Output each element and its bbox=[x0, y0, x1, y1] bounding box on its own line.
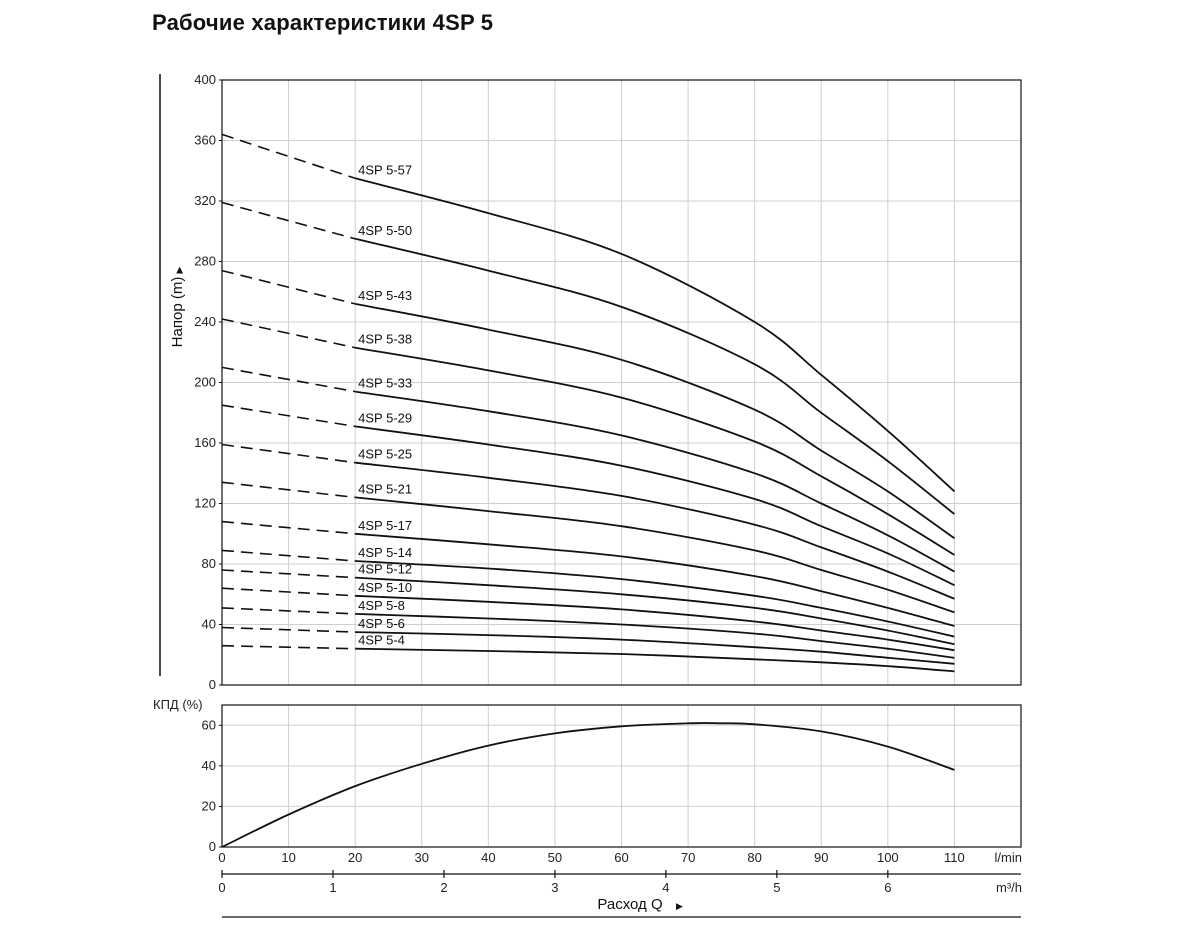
x-tick-label-lmin: 90 bbox=[814, 850, 828, 865]
x-axis-arrow-icon: ▶ bbox=[676, 901, 683, 911]
head-curve bbox=[355, 425, 955, 587]
efficiency-y-tick-label: 20 bbox=[202, 798, 216, 813]
head-curve bbox=[355, 390, 955, 573]
head-chart-curve-labels: 4SP 5-57 4SP 5-50 4SP 5-43 4SP 5-38 4SP 5-33… bbox=[358, 162, 412, 647]
head-curve bbox=[355, 631, 955, 665]
head-curve-dashed bbox=[221, 201, 356, 240]
efficiency-chart-curve bbox=[221, 722, 955, 848]
head-y-tick-label: 40 bbox=[202, 617, 216, 632]
x-unit-lmin: l/min bbox=[995, 850, 1022, 865]
x-tick-label-lmin: 10 bbox=[281, 850, 295, 865]
head-y-tick-label: 0 bbox=[209, 677, 216, 692]
head-curve bbox=[355, 303, 955, 540]
head-curve-label: 4SP 5-25 bbox=[358, 447, 412, 462]
x-tick-label-m3h: 2 bbox=[440, 880, 447, 895]
head-y-tick-label: 360 bbox=[194, 133, 216, 148]
head-curve-dashed bbox=[221, 481, 356, 499]
head-curve-label: 4SP 5-38 bbox=[358, 332, 412, 347]
x-tick-label-m3h: 6 bbox=[884, 880, 891, 895]
head-y-tick-label: 80 bbox=[202, 556, 216, 571]
efficiency-y-tick-label: 0 bbox=[209, 839, 216, 854]
head-y-tick-label: 280 bbox=[194, 254, 216, 269]
head-curve-dashed bbox=[221, 520, 356, 535]
x-tick-label-m3h: 4 bbox=[662, 880, 669, 895]
x-tick-label-lmin: 110 bbox=[944, 850, 965, 865]
head-curve-label: 4SP 5-43 bbox=[358, 288, 412, 303]
head-curve-label: 4SP 5-4 bbox=[358, 633, 405, 648]
head-curve-dashed bbox=[221, 587, 356, 597]
head-curve-label: 4SP 5-12 bbox=[358, 562, 412, 577]
head-curve bbox=[355, 560, 955, 638]
x-tick-label-m3h: 0 bbox=[218, 880, 225, 895]
x-tick-label-lmin: 50 bbox=[548, 850, 562, 865]
efficiency-plot-frame bbox=[221, 704, 1022, 848]
x-axis-label: Расход Q bbox=[597, 896, 662, 913]
head-curve-label: 4SP 5-33 bbox=[358, 376, 412, 391]
head-curve-label: 4SP 5-6 bbox=[358, 616, 405, 631]
efficiency-chart-ticks: 0 20 40 60 0 10 20 30 40 50 60 70 80 90 100 110 bbox=[202, 717, 965, 865]
efficiency-y-tick-label: 40 bbox=[202, 758, 216, 773]
head-y-tick-label: 240 bbox=[194, 314, 216, 329]
head-y-tick-label: 120 bbox=[194, 496, 216, 511]
chart-title: Рабочие характеристики 4SP 5 bbox=[152, 10, 494, 35]
x-tick-label-lmin: 30 bbox=[415, 850, 429, 865]
head-curve-label: 4SP 5-21 bbox=[358, 481, 412, 496]
head-curve-dashed bbox=[221, 644, 356, 650]
head-curve bbox=[355, 594, 955, 652]
head-curve-dashed bbox=[221, 569, 356, 579]
head-chart-y-ticks: 0 40 80 120 160 200 240 280 320 360 400 bbox=[194, 72, 222, 692]
head-curve bbox=[355, 613, 955, 659]
x-tick-label-m3h: 5 bbox=[773, 880, 780, 895]
head-curve-dashed bbox=[221, 626, 356, 633]
head-curve bbox=[355, 461, 955, 600]
head-y-tick-label: 400 bbox=[194, 72, 216, 87]
head-curve-dashed bbox=[221, 443, 356, 464]
head-curve-dashed bbox=[221, 404, 356, 428]
head-chart-curves bbox=[221, 133, 956, 673]
head-curve-label: 4SP 5-17 bbox=[358, 518, 412, 533]
x-tick-label-lmin: 60 bbox=[614, 850, 628, 865]
head-curve-label: 4SP 5-50 bbox=[358, 223, 412, 238]
x-tick-label-lmin: 20 bbox=[348, 850, 362, 865]
head-curve-label: 4SP 5-14 bbox=[358, 545, 412, 560]
efficiency-chart-grid bbox=[221, 704, 1022, 848]
head-curve-label: 4SP 5-10 bbox=[358, 580, 412, 595]
head-curve bbox=[355, 496, 955, 614]
x-tick-label-m3h: 3 bbox=[551, 880, 558, 895]
head-y-tick-label: 200 bbox=[194, 375, 216, 390]
head-curve-dashed bbox=[221, 607, 356, 615]
efficiency-y-axis-label: КПД (%) bbox=[153, 697, 203, 712]
x-tick-label-lmin: 70 bbox=[681, 850, 695, 865]
head-curve bbox=[355, 346, 955, 556]
head-curve-label: 4SP 5-8 bbox=[358, 598, 405, 613]
head-curve bbox=[354, 177, 956, 493]
efficiency-curve bbox=[221, 722, 955, 848]
x-tick-label-lmin: 0 bbox=[218, 850, 225, 865]
head-curve-dashed bbox=[221, 133, 356, 180]
head-curve-dashed bbox=[221, 318, 356, 349]
head-curve bbox=[354, 237, 955, 515]
head-curve-label: 4SP 5-57 bbox=[358, 162, 412, 177]
head-y-tick-label: 160 bbox=[194, 435, 216, 450]
x-tick-label-lmin: 40 bbox=[481, 850, 495, 865]
efficiency-y-tick-label: 60 bbox=[202, 717, 216, 732]
x-tick-label-lmin: 80 bbox=[747, 850, 761, 865]
head-curve bbox=[355, 532, 955, 627]
head-y-tick-label: 320 bbox=[194, 193, 216, 208]
head-curve-dashed bbox=[221, 366, 356, 393]
x-tick-label-m3h: 1 bbox=[329, 880, 336, 895]
head-y-arrow-icon: ▶ bbox=[174, 266, 184, 273]
x-tick-label-lmin: 100 bbox=[877, 850, 899, 865]
x-unit-m3h: m³/h bbox=[996, 880, 1022, 895]
head-curve-dashed bbox=[221, 549, 356, 562]
head-y-axis-label: Напор (m) bbox=[169, 277, 186, 348]
head-curve bbox=[355, 647, 955, 673]
head-curve bbox=[355, 576, 955, 646]
head-curve-label: 4SP 5-29 bbox=[358, 410, 412, 425]
secondary-x-axis: 0 1 2 3 4 5 6 bbox=[218, 870, 1021, 918]
head-curve-dashed bbox=[221, 269, 356, 305]
